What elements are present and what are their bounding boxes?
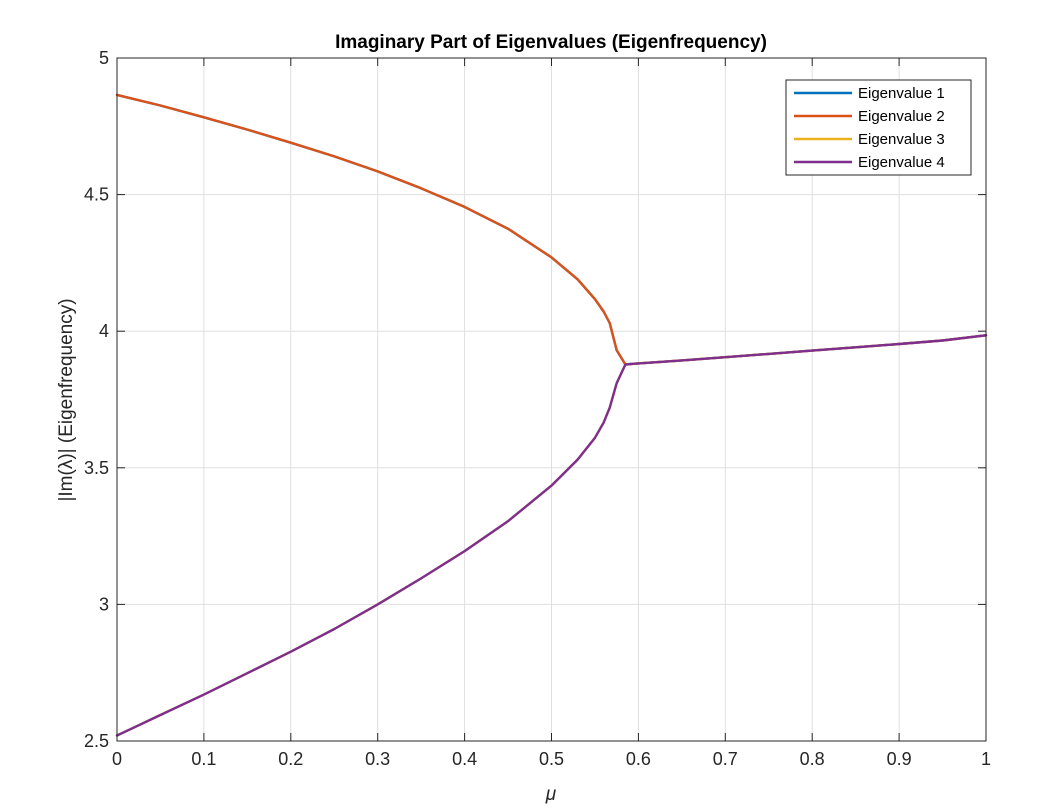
legend-box	[785, 79, 972, 176]
axis-ticks: 0 0.1 0.2 0.3 0.4 0.5 0.6 0.7 0.8 0.9 1 2.5 3 3.5 4 4.5…	[84, 48, 991, 769]
x-tick-label: 0.4	[452, 749, 477, 769]
y-tick-label: 2.5	[84, 731, 109, 751]
x-tick-label: 0.8	[800, 749, 825, 769]
x-tick-label: 0.1	[191, 749, 216, 769]
x-tick-label: 0	[112, 749, 122, 769]
x-tick-label: 0.7	[713, 749, 738, 769]
x-tick-label: 0.9	[887, 749, 912, 769]
legend-label-1: Eigenvalue 1	[858, 85, 945, 102]
x-axis-label: μ	[545, 784, 557, 805]
legend: Eigenvalue 1 Eigenvalue 2 Eigenvalue 3 Eige…	[785, 79, 972, 176]
x-tick-label: 0.3	[365, 749, 390, 769]
y-tick-label: 5	[99, 48, 109, 68]
y-tick-label: 4.5	[84, 185, 109, 205]
x-tick-label: 1	[981, 749, 991, 769]
chart-title: Imaginary Part of Eigenvalues (Eigenfreq…	[335, 32, 767, 53]
series-line-4	[115, 334, 988, 737]
legend-label-2: Eigenvalue 2	[858, 108, 945, 125]
x-tick-label: 0.2	[278, 749, 303, 769]
y-axis-label: |Im(λ)| (Eigenfrequency)	[56, 298, 77, 501]
legend-label-4: Eigenvalue 4	[858, 154, 945, 171]
y-tick-label: 4	[99, 321, 109, 341]
y-tick-label: 3	[99, 594, 109, 614]
legend-label-3: Eigenvalue 3	[858, 131, 945, 148]
y-tick-label: 3.5	[84, 458, 109, 478]
x-tick-label: 0.5	[539, 749, 564, 769]
x-tick-label: 0.6	[626, 749, 651, 769]
plot-lines	[115, 93, 988, 737]
